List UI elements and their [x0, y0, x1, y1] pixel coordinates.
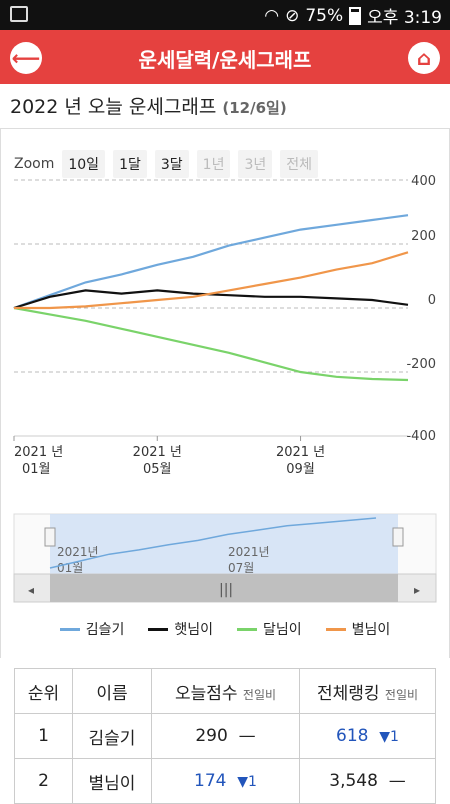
y-tick-label: 0: [428, 293, 436, 308]
zoom-controls: Zoom 10일 1달 3달 1년 3년 전체: [14, 150, 319, 178]
overall-value: 3,548: [329, 771, 378, 791]
col-today-sub: 전일비: [242, 687, 277, 702]
series-line-김슬기: [13, 214, 409, 310]
nav-tick-label: 07월: [228, 561, 254, 575]
page-date: (12/6일): [222, 99, 287, 117]
nav-tick-label: 2021년: [228, 545, 270, 559]
row-overall: 618 ▼1: [299, 713, 436, 759]
table-row[interactable]: 1 김슬기 290 — 618 ▼1: [14, 713, 436, 759]
back-arrow-icon[interactable]: ⟵: [10, 42, 42, 74]
table-header-row: 순위 이름 오늘점수 전일비 전체랭킹 전일비: [14, 668, 436, 714]
legend-swatch: [148, 627, 169, 631]
legend-swatch: [237, 627, 257, 631]
battery-icon: [349, 6, 362, 25]
nav-tick-label: 2021년: [57, 545, 99, 559]
page-header: 2022 년 오늘 운세그래프 (12/6일): [0, 84, 450, 129]
legend-label: 별님이: [351, 622, 391, 638]
scroll-grip-icon[interactable]: |||: [219, 582, 233, 598]
navigator-selection[interactable]: [50, 514, 398, 574]
table-row[interactable]: 2 별님이 174 ▼1 3,548 —: [14, 758, 436, 804]
overall-value: 618: [336, 726, 369, 746]
page-title: 2022 년 오늘 운세그래프 (12/6일): [10, 92, 287, 119]
y-tick-label: -400: [406, 429, 436, 444]
chart-legend: 김슬기 햇님이 달님이 별님이: [0, 619, 450, 639]
x-tick-label: 2021 년: [276, 445, 325, 460]
y-tick-label: 400: [411, 174, 436, 189]
status-bar: ◠ ⊘ 75% 오후 3:19: [0, 0, 450, 30]
col-overall-sub: 전일비: [384, 687, 419, 702]
row-score: 290 —: [151, 713, 300, 759]
zoom-3m-button[interactable]: 3달: [154, 150, 189, 178]
app-header: ⟵ 운세달력/운세그래프 ⌂: [0, 30, 450, 84]
clock: 오후 3:19: [367, 8, 442, 28]
home-icon[interactable]: ⌂: [408, 42, 440, 74]
x-tick-label: 01월: [22, 462, 51, 477]
legend-label: 햇님이: [174, 622, 213, 638]
legend-item[interactable]: 달님이: [237, 619, 302, 639]
navigator-scroll-thumb[interactable]: [50, 574, 398, 602]
zoom-3y-button[interactable]: 3년: [238, 150, 273, 178]
overall-change: ▼1: [379, 729, 399, 745]
gallery-icon: [10, 6, 28, 22]
fortune-chart: 400 200 0 -200 -400 2021 년 01월 2021 년 05월 2021 년…: [13, 174, 436, 477]
legend-item[interactable]: 김슬기: [59, 619, 125, 639]
x-tick-label: 09월: [286, 462, 315, 477]
x-tick-label: 2021 년: [133, 445, 182, 460]
col-overall-rank: 전체랭킹 전일비: [299, 668, 436, 714]
navigator-left-handle[interactable]: [44, 527, 56, 547]
score-change: ▼1: [237, 774, 257, 790]
score-value: 290: [195, 726, 228, 746]
y-tick-label: -200: [406, 357, 436, 372]
col-today-score-label: 오늘점수: [174, 683, 238, 704]
series-line-별님이: [14, 251, 409, 310]
zoom-1m-button[interactable]: 1달: [113, 150, 147, 178]
row-score: 174 ▼1: [151, 758, 300, 804]
zoom-10d-button[interactable]: 10일: [62, 150, 106, 178]
navigator-series-line: [49, 517, 377, 569]
page-heading: 2022 년 오늘 운세그래프: [10, 96, 217, 118]
x-tick-label: 05월: [143, 462, 172, 477]
col-name: 이름: [72, 668, 152, 714]
legend-item[interactable]: 햇님이: [148, 619, 213, 639]
scroll-left-arrow-icon[interactable]: ◂: [28, 583, 34, 597]
col-rank: 순위: [14, 668, 73, 714]
navigator-right-handle[interactable]: [392, 527, 404, 547]
score-change: —: [238, 726, 256, 746]
ranking-table: 순위 이름 오늘점수 전일비 전체랭킹 전일비 1 김슬기 290 — 618 …: [14, 668, 436, 804]
series-line-달님이: [13, 306, 409, 382]
col-today-score: 오늘점수 전일비: [151, 668, 300, 714]
app-title: 운세달력/운세그래프: [138, 48, 312, 72]
x-tick-label: 2021 년: [14, 445, 63, 460]
legend-item[interactable]: 별님이: [325, 619, 391, 639]
battery-level: 75%: [305, 5, 344, 26]
legend-label: 달님이: [263, 622, 302, 638]
row-name: 김슬기: [72, 713, 152, 759]
score-value: 174: [194, 771, 227, 791]
legend-label: 김슬기: [85, 622, 125, 638]
overall-change: —: [388, 771, 406, 791]
legend-swatch: [325, 627, 346, 631]
row-rank: 1: [14, 713, 73, 759]
col-overall-label: 전체랭킹: [316, 683, 380, 704]
zoom-all-button[interactable]: 전체: [280, 150, 319, 178]
scroll-right-arrow-icon[interactable]: ▸: [414, 583, 420, 597]
y-tick-label: 200: [411, 229, 436, 244]
zoom-label: Zoom: [14, 156, 55, 172]
dnd-icon: ⊘: [285, 5, 300, 26]
wifi-icon: ◠: [264, 5, 280, 26]
legend-swatch: [59, 627, 80, 631]
row-name: 별님이: [72, 758, 152, 804]
zoom-1y-button[interactable]: 1년: [196, 150, 231, 178]
row-rank: 2: [14, 758, 73, 804]
row-overall: 3,548 —: [299, 758, 436, 804]
